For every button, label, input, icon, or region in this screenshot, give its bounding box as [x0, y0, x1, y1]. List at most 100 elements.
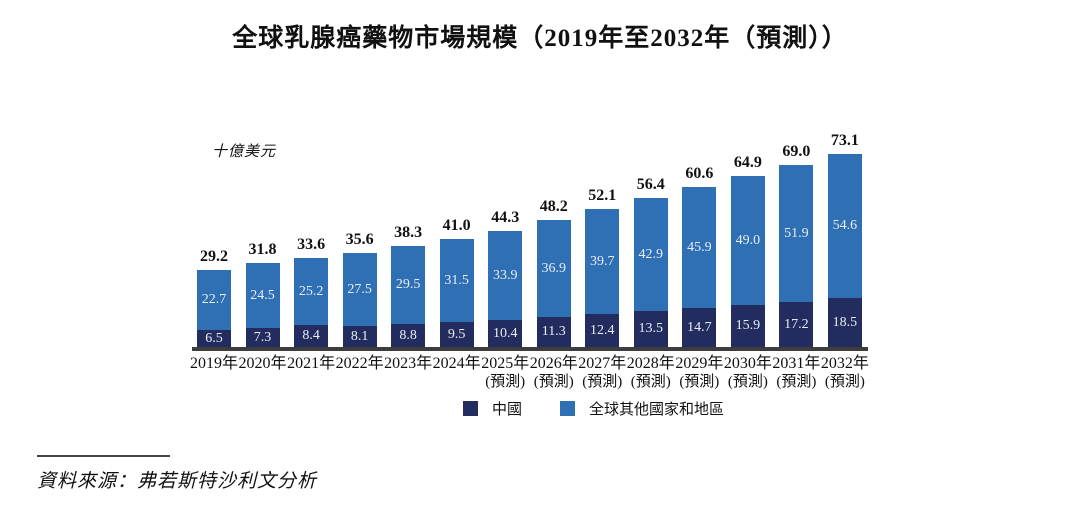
bar-total-label: 29.2 [200, 248, 228, 265]
bar-segment-global-label: 33.9 [492, 267, 518, 283]
y-axis-unit-label: 十億美元 [212, 144, 277, 160]
bar-total-label: 48.2 [539, 198, 568, 215]
bar-column: 33.6 25.2 8.4 [294, 237, 329, 347]
bar-segment-china-label: 14.7 [687, 319, 712, 335]
x-axis-labels: 2019年 2020年 2021年 2022年 2023年 2024年 2025年 (預測) 2… [190, 354, 869, 391]
legend-label-global: 全球其他國家和地區 [589, 402, 725, 418]
bar-segment-china: 15.9 [730, 305, 765, 347]
x-axis-label-forecast-note: (預測) [630, 374, 671, 390]
bar-segment-china-label: 13.5 [638, 321, 664, 336]
bar-segment-global: 29.5 [391, 246, 426, 324]
x-axis-label: 2028年 (預測) [627, 354, 675, 391]
bar-segment-global-label: 39.7 [590, 253, 615, 269]
bar-segment-global: 24.5 [245, 263, 280, 328]
x-axis-label-forecast-note: (預測) [485, 374, 526, 390]
x-axis-label: 2024年 [433, 354, 481, 391]
bar-segment-china: 9.5 [439, 322, 474, 347]
bar-segment-global: 36.9 [536, 220, 571, 317]
bar-segment-global-label: 49.0 [735, 232, 761, 248]
bar-segment-global: 51.9 [779, 165, 814, 302]
bar-segment-china-label: 7.3 [253, 329, 272, 345]
bar-total-label: 56.4 [636, 176, 665, 193]
bar-segment-china-label: 9.5 [447, 326, 466, 342]
x-axis-label: 2027年 (預測) [578, 354, 626, 391]
bar-segment-global: 27.5 [342, 253, 377, 326]
bar-column: 29.2 22.7 6.5 [197, 249, 231, 347]
x-axis-label-year: 2030年 [723, 355, 772, 372]
bar-segment-global-label: 24.5 [250, 287, 275, 303]
bar-total-label: 41.0 [442, 217, 471, 234]
source-divider [37, 455, 170, 457]
bar-segment-china-label: 17.2 [784, 316, 809, 332]
bar-total-label: 44.3 [491, 209, 520, 226]
bar-total-label: 60.6 [685, 165, 714, 182]
bar-total-label: 52.1 [588, 187, 617, 204]
bars-row: 29.2 22.7 6.5 31.8 24.5 7.3 33.6 25.2 8.4 35.6 27.… [197, 117, 862, 347]
bar-segment-global: 49.0 [730, 176, 765, 305]
bar-segment-global: 31.5 [439, 239, 474, 322]
bar-segment-global-label: 42.9 [638, 246, 664, 262]
chart-title: 全球乳腺癌藥物市場規模（2019年至2032年（預測）） [232, 25, 848, 52]
x-axis-label: 2021年 [287, 354, 335, 391]
bar-column: 56.4 42.9 13.5 [633, 176, 668, 347]
source: 資料來源：弗若斯特沙利文分析 [37, 455, 317, 493]
bar-segment-global-label: 22.7 [201, 292, 227, 307]
x-axis-label-year: 2032年 [820, 355, 869, 372]
x-axis-label-year: 2023年 [384, 355, 433, 372]
bar-total-label: 38.3 [394, 224, 423, 241]
x-axis-label: 2032年 (預測) [821, 354, 869, 391]
bar-total-label: 64.9 [733, 154, 762, 171]
bar-segment-china-label: 8.1 [350, 328, 369, 344]
bar-segment-global-label: 25.2 [298, 283, 324, 299]
bar-segment-china: 13.5 [633, 311, 668, 347]
x-axis-label-year: 2024年 [432, 355, 481, 372]
x-axis-label: 2020年 [239, 354, 287, 391]
bar-segment-global-label: 54.6 [832, 218, 858, 233]
bar-segment-china-label: 18.5 [832, 314, 858, 330]
x-axis-label-year: 2031年 [772, 355, 821, 372]
source-text: 資料來源：弗若斯特沙利文分析 [37, 471, 318, 492]
bar-segment-global: 42.9 [633, 198, 668, 311]
bar-column: 48.2 36.9 11.3 [536, 198, 571, 347]
legend-swatch-global [560, 401, 576, 416]
x-axis-label-year: 2025年 [481, 355, 530, 372]
x-axis-label-year: 2029年 [675, 355, 724, 372]
bar-segment-global: 22.7 [197, 270, 231, 330]
legend-swatch-china [463, 401, 478, 416]
bar-segment-china: 8.4 [294, 325, 329, 347]
legend-label-china: 中國 [492, 402, 523, 418]
bar-segment-china: 14.7 [682, 308, 717, 347]
x-axis-label-year: 2027年 [578, 355, 627, 372]
bar-segment-global-label: 51.9 [784, 225, 809, 241]
x-axis-label-forecast-note: (預測) [679, 374, 720, 390]
x-axis-label: 2023年 [384, 354, 432, 391]
x-axis-label: 2025年 (預測) [481, 354, 529, 391]
bar-segment-global: 33.9 [488, 231, 523, 320]
bar-column: 31.8 24.5 7.3 [245, 242, 280, 347]
bar-column: 52.1 39.7 12.4 [585, 187, 620, 347]
bar-segment-china-label: 8.4 [302, 328, 320, 343]
x-axis-label-year: 2026年 [529, 355, 578, 372]
x-axis-label: 2029年 (預測) [675, 354, 723, 391]
x-axis-label: 2019年 [190, 354, 238, 391]
bar-segment-china-label: 6.5 [205, 330, 223, 346]
bar-segment-global-label: 29.5 [395, 277, 421, 292]
x-axis-label: 2026年 (預測) [530, 354, 578, 391]
bar-segment-china: 8.1 [342, 326, 377, 347]
x-axis-label-forecast-note: (預測) [776, 374, 817, 390]
x-axis-label: 2031年 (預測) [772, 354, 820, 391]
bar-segment-china-label: 12.4 [590, 322, 615, 338]
bar-segment-global: 25.2 [294, 258, 329, 325]
x-axis-label: 2022年 [336, 354, 384, 391]
bar-column: 73.1 54.6 18.5 [827, 133, 862, 347]
bar-segment-china-label: 10.4 [492, 325, 518, 341]
x-axis-label: 2030年 (預測) [724, 354, 772, 391]
bar-segment-global: 39.7 [585, 209, 620, 314]
x-axis-label-year: 2020年 [238, 355, 287, 372]
x-axis-label-year: 2019年 [190, 355, 239, 372]
bar-column: 64.9 49.0 15.9 [730, 154, 765, 347]
bar-segment-china: 12.4 [585, 314, 620, 347]
bar-segment-global-label: 31.5 [444, 272, 469, 288]
bar-segment-china-label: 8.8 [399, 327, 417, 343]
